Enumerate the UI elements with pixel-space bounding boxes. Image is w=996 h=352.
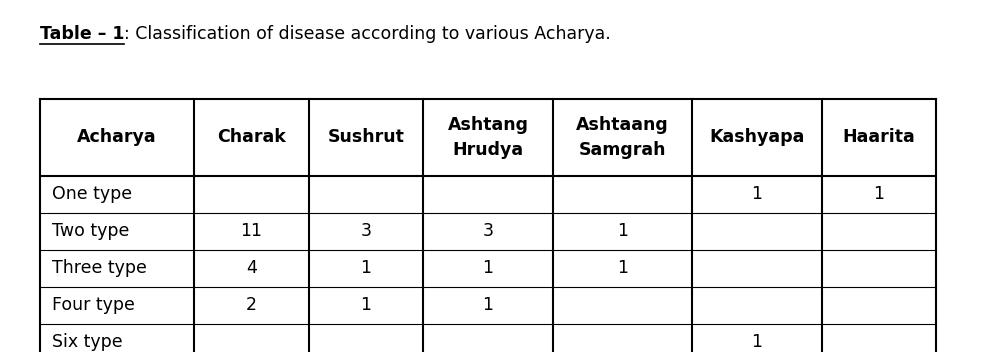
Text: Haarita: Haarita [843,128,915,146]
Text: Two type: Two type [52,222,129,240]
Text: Kashyapa: Kashyapa [709,128,805,146]
Text: : Classification of disease according to various Acharya.: : Classification of disease according to… [124,25,612,43]
Text: 1: 1 [617,259,628,277]
Text: 3: 3 [482,222,494,240]
Text: Three type: Three type [52,259,146,277]
Text: Ashtaang
Samgrah: Ashtaang Samgrah [576,116,669,159]
Text: 1: 1 [361,296,372,314]
Text: 1: 1 [751,186,763,203]
Text: 1: 1 [482,259,494,277]
Text: Four type: Four type [52,296,134,314]
Text: 1: 1 [873,186,884,203]
Text: 1: 1 [617,222,628,240]
Text: Sushrut: Sushrut [328,128,404,146]
Text: 2: 2 [246,296,257,314]
Text: 1: 1 [361,259,372,277]
Text: Acharya: Acharya [78,128,156,146]
Text: Charak: Charak [217,128,286,146]
Text: 1: 1 [751,333,763,351]
Text: Table – 1: Table – 1 [40,25,124,43]
Text: 4: 4 [246,259,257,277]
Text: 1: 1 [482,296,494,314]
Text: 11: 11 [240,222,263,240]
Text: Ashtang
Hrudya: Ashtang Hrudya [447,116,529,159]
Text: Six type: Six type [52,333,123,351]
Text: 3: 3 [361,222,372,240]
Text: One type: One type [52,186,131,203]
